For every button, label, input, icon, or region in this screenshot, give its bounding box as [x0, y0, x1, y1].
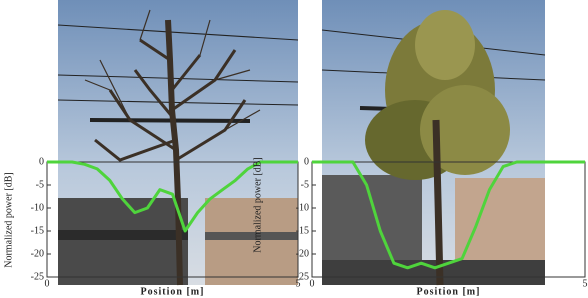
y-tick-label: -5	[36, 179, 44, 190]
y-tick-label: 0	[304, 156, 309, 167]
y-tick-label: -25	[296, 271, 309, 282]
x-tick-label: 0	[45, 278, 50, 289]
y-tick-label: 0	[39, 156, 44, 167]
y-tick-label: -15	[31, 225, 44, 236]
x-tick-label: 0	[310, 278, 315, 289]
y-tick-label: -15	[296, 225, 309, 236]
photo-right	[322, 0, 545, 285]
x-tick-label: 5	[583, 278, 588, 289]
y-tick-label: -20	[296, 248, 309, 259]
y-tick-label: -20	[31, 248, 44, 259]
x-axis-label: Position [m]	[417, 286, 481, 297]
figure: 0-5-10-15-20-2505Position [m]Normalized …	[0, 0, 588, 298]
y-tick-label: -25	[31, 271, 44, 282]
y-tick-label: -5	[301, 179, 309, 190]
x-axis-label: Position [m]	[141, 286, 205, 297]
y-axis-label: Normalized power [dB]	[3, 172, 14, 268]
y-axis-label: Normalized power [dB]	[252, 157, 263, 253]
y-tick-label: -10	[31, 202, 44, 213]
y-tick-label: -10	[296, 202, 309, 213]
